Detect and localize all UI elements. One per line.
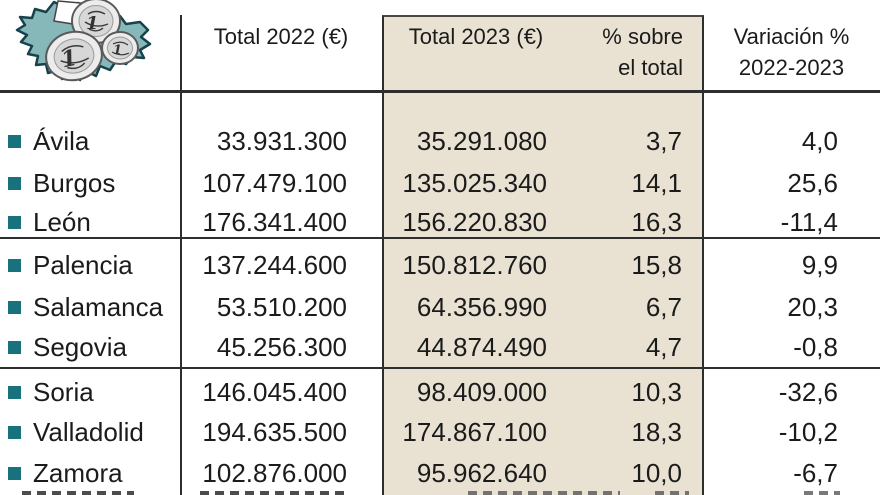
province-cell: Valladolid — [0, 417, 180, 448]
pct-total-cell: 4,7 — [645, 331, 682, 362]
column-header-pct-line1: % sobre — [602, 24, 683, 49]
cutoff-text-fragment — [22, 491, 134, 495]
total-2022-cell: 176.341.400 — [202, 206, 347, 237]
cutoff-text-fragment — [804, 491, 840, 495]
table-row: Salamanca 53.510.200 64.356.990 6,7 20,3 — [0, 286, 880, 328]
total-2022-cell: 53.510.200 — [216, 291, 347, 322]
pct-total-cell: 10,0 — [631, 457, 682, 488]
province-label: Soria — [33, 376, 94, 407]
province-cell: León — [0, 207, 180, 238]
province-label: Ávila — [33, 125, 90, 156]
province-cell: Segovia — [0, 332, 180, 363]
total-2022-cell: 146.045.400 — [202, 376, 347, 407]
variation-cell: -6,7 — [793, 457, 838, 488]
variation-cell: 20,3 — [787, 291, 838, 322]
total-2022-cell: 33.931.300 — [216, 125, 347, 156]
cutoff-text-fragment — [200, 491, 350, 495]
pct-total-cell: 10,3 — [631, 376, 682, 407]
pct-total-cell: 6,7 — [645, 291, 682, 322]
table-row: Burgos 107.479.100 135.025.340 14,1 25,6 — [0, 162, 880, 204]
total-2022-cell: 45.256.300 — [216, 331, 347, 362]
table-row: Ávila 33.931.300 35.291.080 3,7 4,0 — [0, 120, 880, 162]
pct-total-cell: 18,3 — [631, 416, 682, 447]
variation-cell: 9,9 — [801, 249, 838, 280]
cutoff-text-fragment — [655, 491, 689, 495]
teal-square-bullet-icon — [8, 425, 21, 439]
teal-square-bullet-icon — [8, 258, 21, 272]
variation-cell: 4,0 — [801, 125, 838, 156]
group-separator-line — [0, 367, 880, 369]
variation-cell: -10,2 — [778, 416, 838, 447]
province-label: Zamora — [33, 457, 123, 488]
svg-text:1: 1 — [59, 45, 79, 74]
variation-cell: -0,8 — [793, 331, 838, 362]
table-row: Valladolid 194.635.500 174.867.100 18,3 … — [0, 411, 880, 453]
euro-coin-icon: 1 — [45, 30, 103, 82]
total-2022-cell: 107.479.100 — [202, 167, 347, 198]
table-row: Palencia 137.244.600 150.812.760 15,8 9,… — [0, 244, 880, 286]
cutoff-row — [0, 490, 880, 495]
column-header-total-2023: Total 2023 (€) — [408, 24, 544, 49]
variation-cell: -11,4 — [780, 206, 838, 237]
euro-coin-icon: 1 — [101, 31, 139, 65]
province-cell: Burgos — [0, 168, 180, 199]
province-label: Burgos — [33, 167, 116, 198]
table-row: Soria 146.045.400 98.409.000 10,3 -32,6 — [0, 371, 880, 413]
total-2022-cell: 137.244.600 — [202, 249, 347, 280]
province-label: León — [33, 206, 91, 237]
teal-square-bullet-icon — [8, 340, 21, 354]
column-divider — [180, 15, 182, 495]
teal-square-bullet-icon — [8, 176, 21, 190]
total-2023-cell: 98.409.000 — [416, 376, 547, 407]
province-label: Palencia — [33, 249, 133, 280]
province-cell: Salamanca — [0, 292, 180, 323]
column-header-pct-line2: el total — [618, 55, 683, 80]
total-2022-cell: 194.635.500 — [202, 416, 347, 447]
highlight-column-background — [382, 15, 704, 495]
pct-total-cell: 14,1 — [631, 167, 682, 198]
total-2023-cell: 135.025.340 — [402, 167, 547, 198]
pct-total-cell: 15,8 — [631, 249, 682, 280]
teal-square-bullet-icon — [8, 385, 21, 399]
teal-square-bullet-icon — [8, 300, 21, 314]
column-header-total-2022: Total 2022 (€) — [213, 24, 349, 49]
total-2023-cell: 156.220.830 — [402, 206, 547, 237]
svg-text:1: 1 — [86, 13, 99, 34]
group-separator-line — [0, 237, 880, 239]
column-header-variation-line2: 2022-2023 — [738, 55, 845, 80]
svg-text:1: 1 — [113, 43, 122, 58]
total-2023-cell: 64.356.990 — [416, 291, 547, 322]
total-2023-cell: 95.962.640 — [416, 457, 547, 488]
column-header-variation: Variación % 2022-2023 — [703, 21, 880, 83]
header-separator-line — [0, 90, 880, 93]
total-2023-cell: 174.867.100 — [402, 416, 547, 447]
total-2023-cell: 44.874.490 — [416, 331, 547, 362]
province-cell: Palencia — [0, 250, 180, 281]
table-row: León 176.341.400 156.220.830 16,3 -11,4 — [0, 201, 880, 243]
teal-square-bullet-icon — [8, 215, 21, 229]
teal-square-bullet-icon — [8, 134, 21, 148]
province-cell: Soria — [0, 377, 180, 408]
column-header-variation-line1: Variación % — [733, 24, 850, 49]
cutoff-text-fragment — [468, 491, 620, 495]
pct-total-cell: 16,3 — [631, 206, 682, 237]
total-2023-cell: 35.291.080 — [416, 125, 547, 156]
province-label: Segovia — [33, 331, 127, 362]
castilla-y-leon-map-icon: 1 1 1 — [15, 0, 152, 82]
table-row: Segovia 45.256.300 44.874.490 4,7 -0,8 — [0, 326, 880, 368]
teal-square-bullet-icon — [8, 466, 21, 480]
pct-total-cell: 3,7 — [645, 125, 682, 156]
variation-cell: 25,6 — [787, 167, 838, 198]
column-header-pct-total: % sobre el total — [553, 21, 683, 83]
province-cell: Ávila — [0, 126, 180, 157]
province-label: Valladolid — [33, 416, 144, 447]
total-2023-cell: 150.812.760 — [402, 249, 547, 280]
province-label: Salamanca — [33, 291, 164, 322]
total-2022-cell: 102.876.000 — [202, 457, 347, 488]
province-cell: Zamora — [0, 458, 180, 489]
table-row: Zamora 102.876.000 95.962.640 10,0 -6,7 — [0, 452, 880, 494]
variation-cell: -32,6 — [778, 376, 838, 407]
